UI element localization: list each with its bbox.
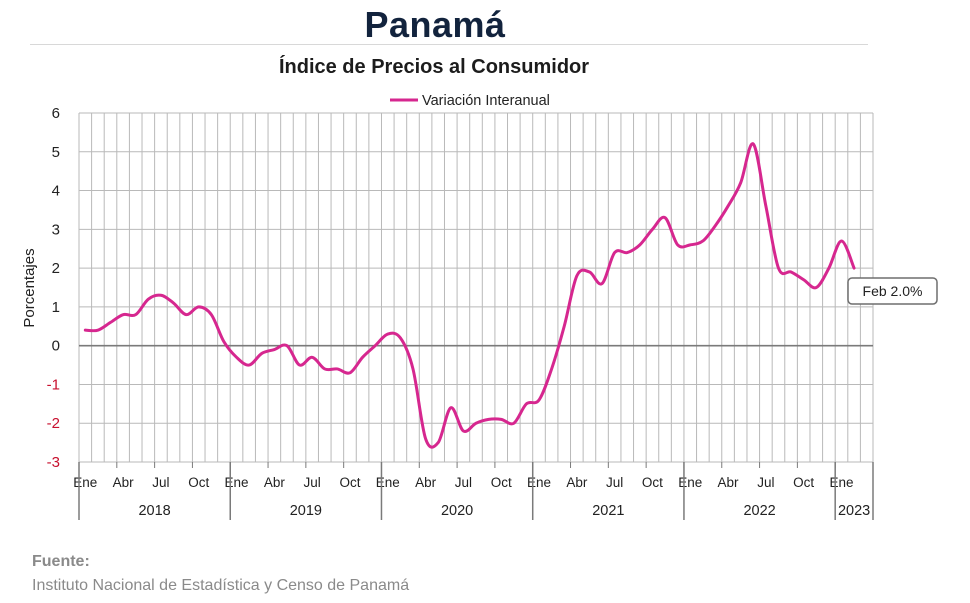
y-tick-label: 5 (52, 144, 60, 161)
x-month-label: Ene (376, 475, 400, 490)
annotation-label: Feb 2.0% (863, 283, 923, 299)
y-tick-label: 0 (52, 338, 60, 355)
x-month-label: Jul (152, 475, 169, 490)
y-axis-label: Porcentajes (21, 248, 38, 327)
x-month-label: Abr (415, 475, 437, 490)
x-month-label: Oct (491, 475, 512, 490)
y-tick-label: 4 (52, 183, 60, 200)
x-month-label: Ene (73, 475, 97, 490)
y-tick-label: 2 (52, 260, 60, 277)
annotation-box (847, 277, 938, 305)
source-title: Fuente: (32, 553, 90, 570)
x-month-label: Jul (455, 475, 472, 490)
x-month-label: Abr (718, 475, 740, 490)
x-month-label: Abr (264, 475, 286, 490)
x-month-label: Oct (642, 475, 663, 490)
y-tick-label: 1 (52, 299, 60, 316)
y-tick-label: -2 (47, 415, 60, 432)
x-month-label: Ene (225, 475, 249, 490)
cpi-line-chart: -3 -2 -1 0 1 2 3 4 5 6 Porcentajes Ene Abr Jul Oct Ene A… (21, 93, 938, 520)
series-line-variacion-interanual (83, 142, 856, 449)
chart-subtitle: Índice de Precios al Consumidor (278, 56, 590, 78)
y-tick-label: 6 (52, 105, 60, 122)
x-month-label: Jul (757, 475, 774, 490)
x-month-label: Ene (527, 475, 551, 490)
y-tick-label: 3 (52, 221, 60, 238)
x-year-label: 2021 (592, 503, 624, 519)
x-month-label: Ene (829, 475, 853, 490)
x-year-label: 2020 (441, 503, 473, 519)
x-month-label: Abr (113, 475, 135, 490)
title-divider (30, 44, 868, 45)
x-month-label: Oct (339, 475, 360, 490)
legend-label: Variación Interanual (422, 93, 550, 109)
page-title: Panamá (364, 4, 506, 45)
x-year-label: 2019 (290, 503, 322, 519)
x-year-label: 2022 (743, 503, 775, 519)
x-month-label: Oct (188, 475, 209, 490)
x-year-label: 2018 (138, 503, 170, 519)
x-year-label: 2023 (838, 503, 870, 519)
x-month-label: Abr (566, 475, 588, 490)
x-month-label: Jul (606, 475, 623, 490)
y-tick-label: -3 (47, 454, 60, 471)
x-month-label: Jul (304, 475, 321, 490)
x-month-label: Oct (793, 475, 814, 490)
x-month-label: Ene (678, 475, 702, 490)
y-tick-label: -1 (47, 376, 60, 393)
source-text: Instituto Nacional de Estadística y Cens… (32, 577, 410, 594)
